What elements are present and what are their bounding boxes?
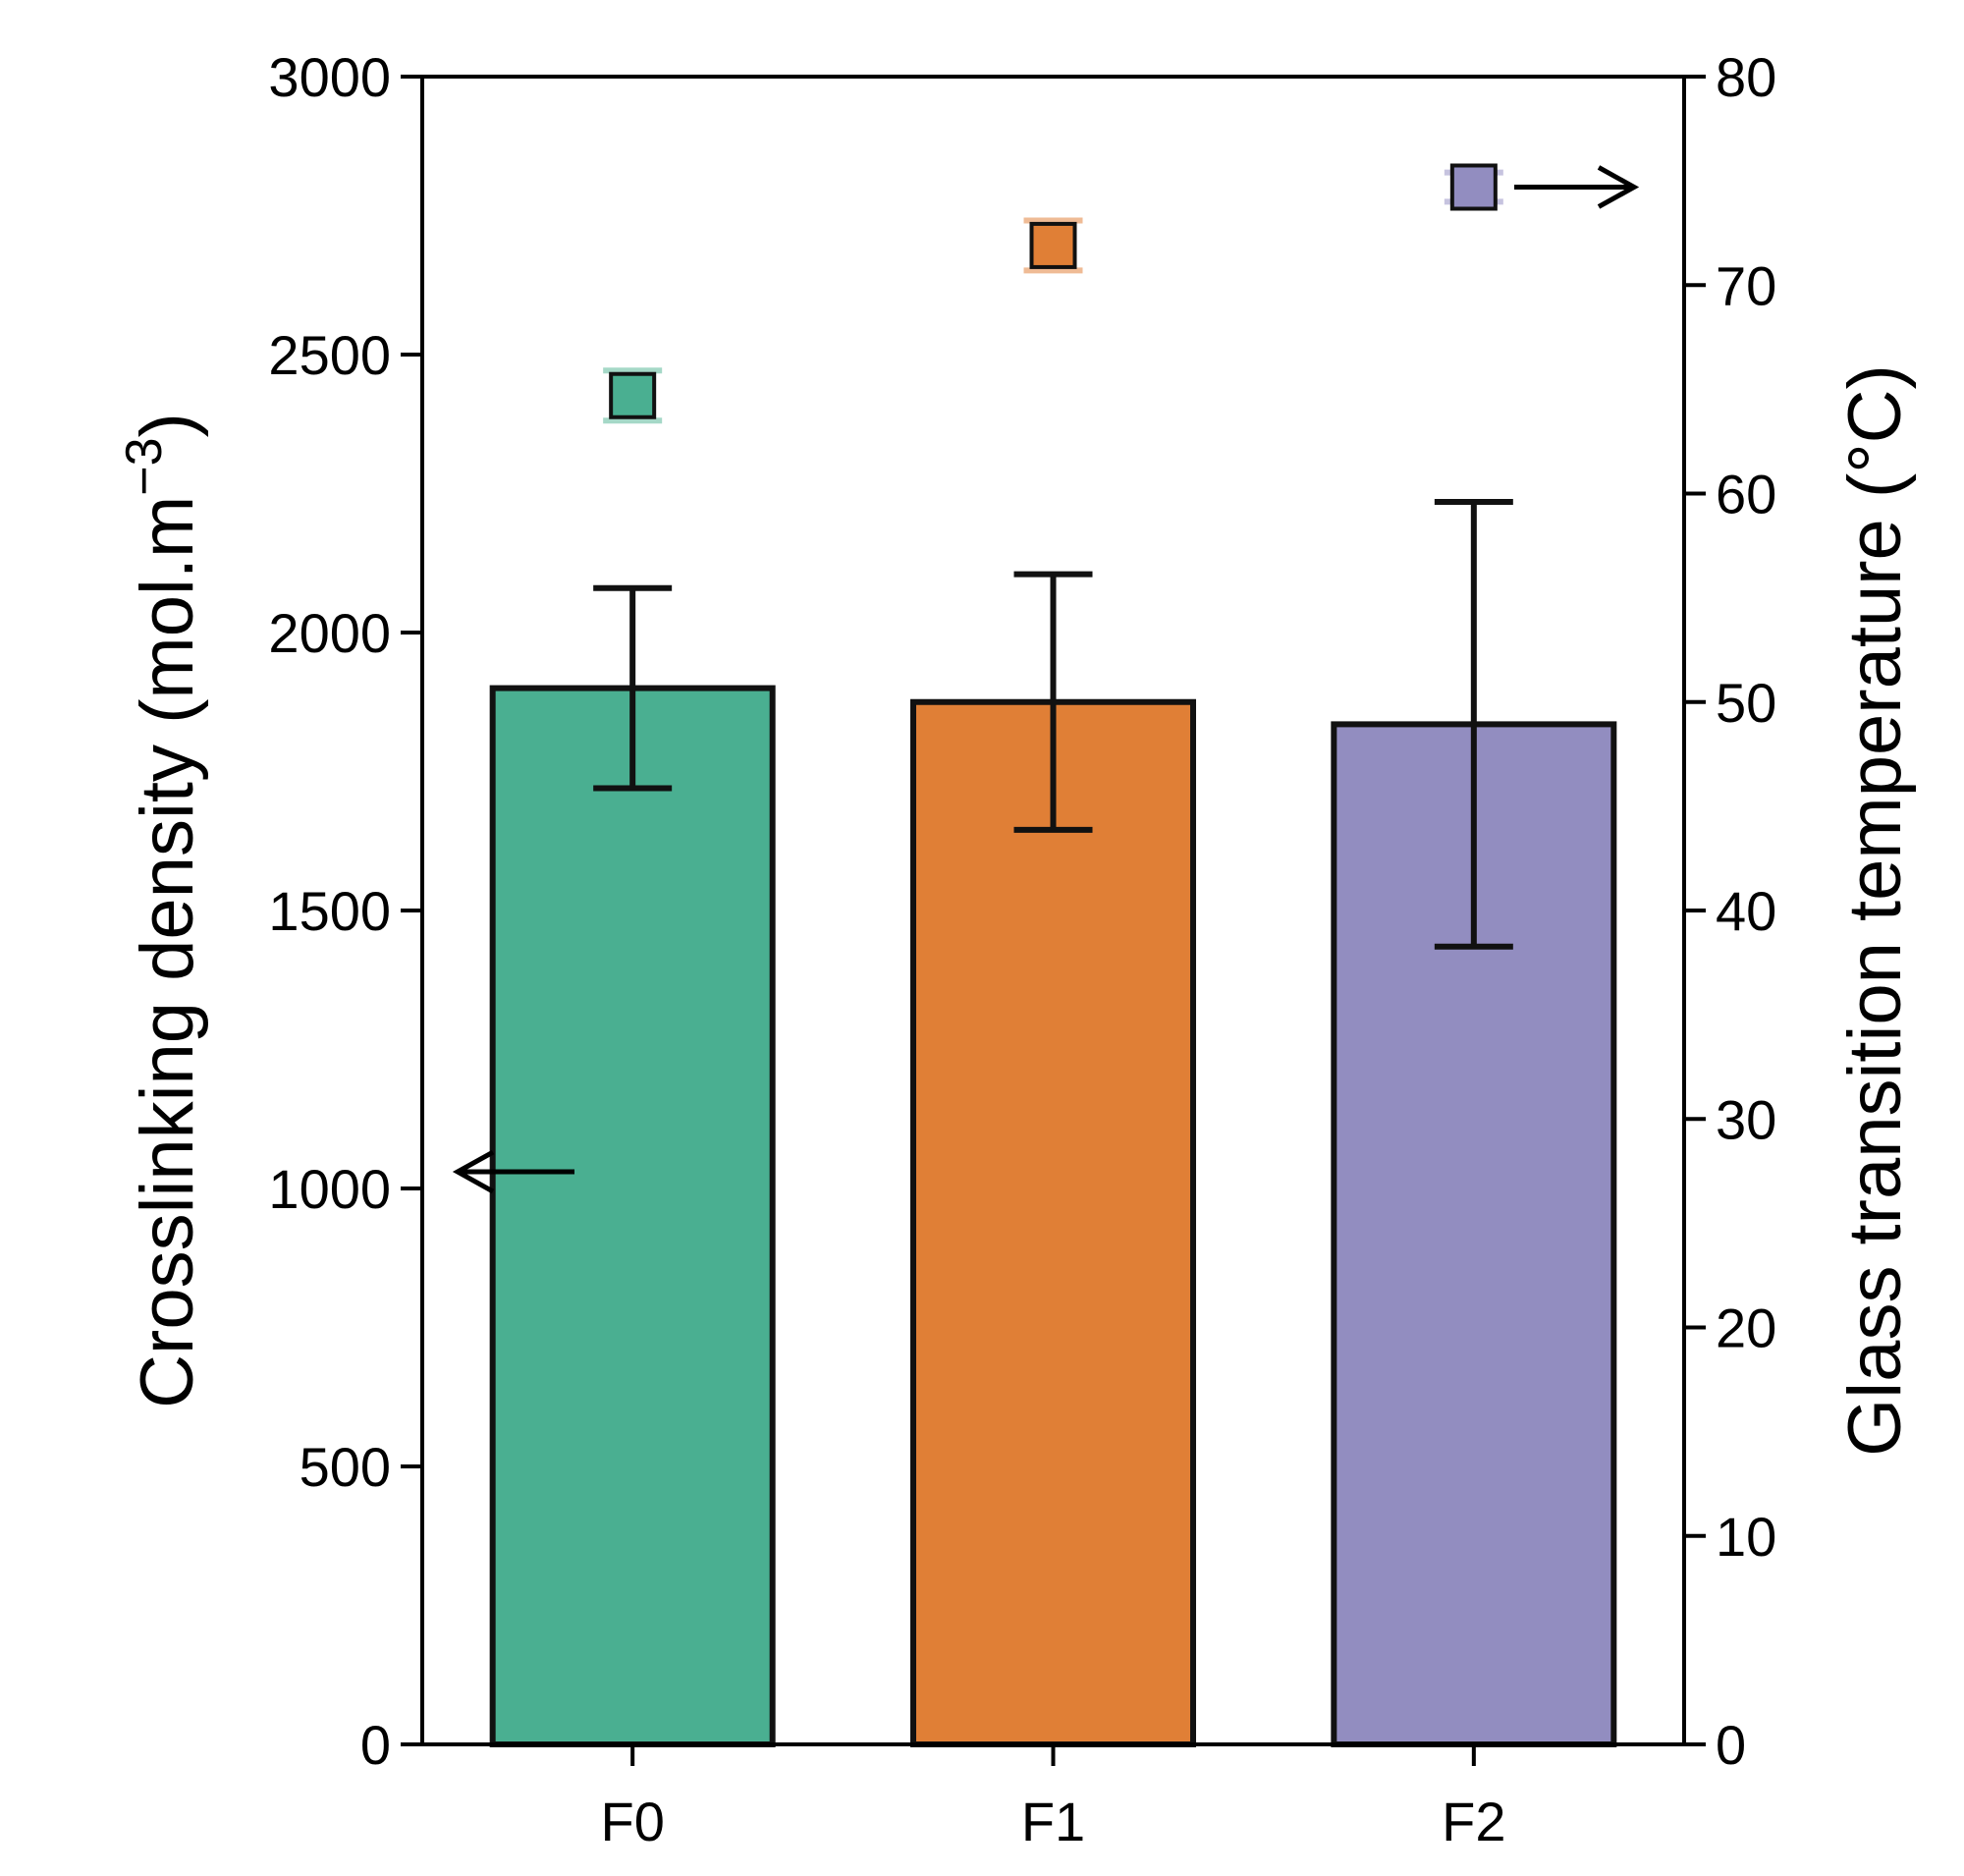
y-right-tick-label: 70 <box>1716 254 1776 316</box>
left-axis: 0 500 1000 1500 2000 2500 3000 <box>268 46 422 1776</box>
y-right-tick-label: 80 <box>1716 46 1776 108</box>
x-axis: F0 F1 F2 <box>600 1744 1506 1852</box>
y-left-tick-label: 0 <box>360 1714 391 1776</box>
y-right-tick-label: 60 <box>1716 464 1776 525</box>
y-right-tick-label: 10 <box>1716 1506 1776 1568</box>
y-right-tick-label: 40 <box>1716 880 1776 942</box>
left-axis-arrow-head <box>452 1149 495 1194</box>
annotations-layer <box>452 165 1640 1194</box>
x-tick-label: F2 <box>1442 1791 1505 1852</box>
bar-F0 <box>489 685 776 1747</box>
y-left-title-main: Crosslinking density (mol.m <box>126 496 209 1408</box>
y-left-tick-label: 500 <box>300 1436 391 1498</box>
y-left-title-sup: −3 <box>116 437 173 495</box>
y-right-tick-label: 50 <box>1716 672 1776 734</box>
y-left-tick-label: 1500 <box>268 880 391 942</box>
x-tick-label: F0 <box>600 1791 664 1852</box>
x-tick-label: F1 <box>1021 1791 1085 1852</box>
markers-layer <box>603 163 1503 424</box>
errorbars-layer <box>593 498 1513 950</box>
y-right-tick-label: 0 <box>1716 1714 1746 1776</box>
tg-marker-F0 <box>609 371 657 419</box>
tg-marker-F2 <box>1449 163 1498 211</box>
bars-layer <box>489 685 1617 1747</box>
y-left-tick-label: 1000 <box>268 1158 391 1220</box>
tg-marker-F1 <box>1029 221 1077 269</box>
y-right-axis-title: Glass transition temperature (°C) <box>1833 364 1917 1457</box>
y-left-tick-label: 2500 <box>268 324 391 386</box>
y-right-tick-label: 30 <box>1716 1088 1776 1150</box>
right-axis: 0 10 20 30 40 50 60 70 80 <box>1684 46 1776 1776</box>
bar-F1 <box>910 698 1196 1747</box>
y-right-tick-label: 20 <box>1716 1297 1776 1359</box>
right-axis-arrow-head <box>1597 165 1640 209</box>
y-left-tick-label: 2000 <box>268 602 391 664</box>
y-left-tick-label: 3000 <box>268 46 391 108</box>
y-left-title-close: ) <box>126 413 209 437</box>
y-left-axis-title: Crosslinking density (mol.m−3) <box>116 413 209 1408</box>
